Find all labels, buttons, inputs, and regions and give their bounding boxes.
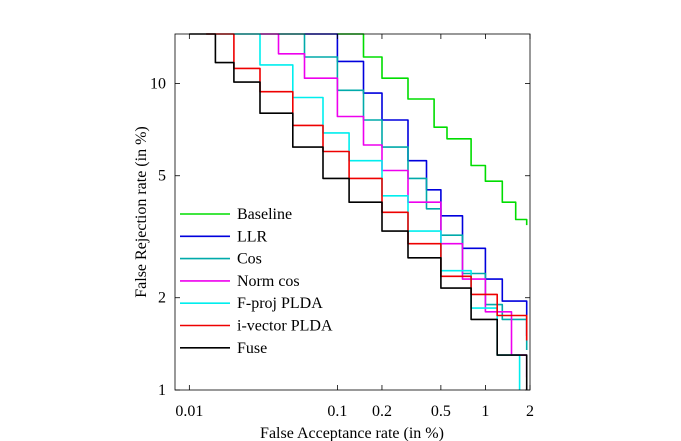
legend-label: F-proj PLDA bbox=[237, 295, 323, 312]
plot-frame bbox=[174, 33, 531, 391]
y-tick-label: 1 bbox=[158, 382, 166, 399]
x-tick-label: 2 bbox=[526, 403, 534, 420]
legend-label: Baseline bbox=[237, 206, 292, 223]
legend-label: i-vector PLDA bbox=[237, 318, 333, 335]
legend: Baseline LLR Cos Norm cos F-proj PLDA i-vecto… bbox=[180, 206, 333, 357]
x-tick-label: 0.1 bbox=[327, 403, 347, 420]
y-tick-label: 2 bbox=[158, 290, 166, 307]
y-tick-label: 5 bbox=[158, 168, 166, 185]
series-line-baseline bbox=[337, 33, 528, 226]
x-axis-label: False Acceptance rate (in %) bbox=[260, 425, 444, 441]
legend-label: Cos bbox=[237, 251, 262, 268]
x-tick-label: 0.01 bbox=[175, 403, 203, 420]
y-axis-label: False Rejection rate (in %) bbox=[133, 126, 150, 298]
legend-label: LLR bbox=[237, 228, 268, 245]
x-tick-label: 1 bbox=[481, 403, 489, 420]
legend-label: Fuse bbox=[237, 340, 267, 357]
y-tick-label: 10 bbox=[150, 75, 166, 92]
curves-layer bbox=[189, 33, 528, 390]
legend-label: Norm cos bbox=[237, 273, 300, 290]
x-tick-label: 0.2 bbox=[372, 403, 392, 420]
ticks-layer: 0.01 0.1 0.2 0.5 1 2 1 2 5 10 bbox=[150, 34, 534, 420]
x-tick-label: 0.5 bbox=[431, 403, 451, 420]
series-line-fuse bbox=[189, 33, 528, 390]
series-line-norm-cos bbox=[260, 33, 528, 378]
